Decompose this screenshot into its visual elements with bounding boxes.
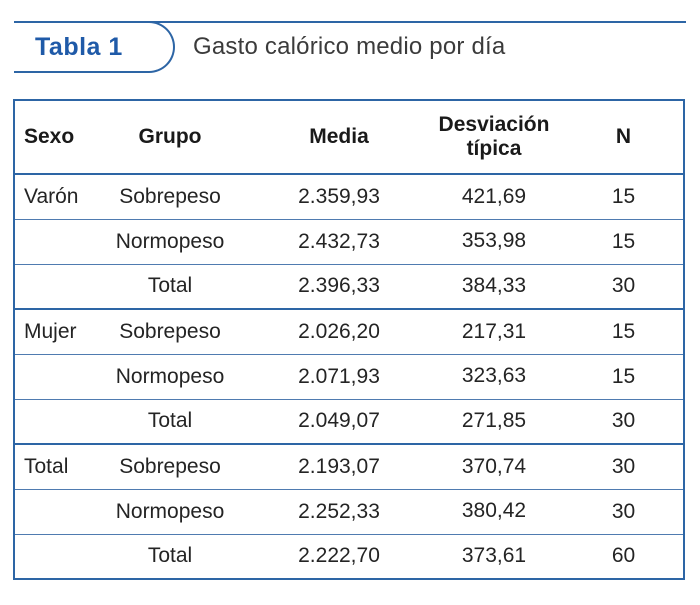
cell-media: 2.396,33 [298,274,380,298]
col-header-n: N [564,100,684,175]
cell-n: 15 [611,229,636,253]
cell-sexo: Mujer [24,319,77,343]
table-title: Gasto calórico medio por día [193,33,506,60]
table-number-label: Tabla 1 [35,32,123,61]
table-number-badge: Tabla 1 [14,21,175,73]
cell-sexo [14,264,86,309]
cell-sexo [14,354,86,399]
cell-sexo: Varón [24,184,79,208]
cell-media: 2.252,33 [298,499,380,523]
col-header-media: Media [254,100,424,175]
cell-desviacion: 373,61 [461,544,527,568]
cell-media: 2.026,20 [298,319,380,343]
cell-n: 30 [611,409,636,433]
cell-grupo: Sobrepeso [119,184,221,208]
cell-desviacion: 370,74 [461,454,527,478]
cell-n: 15 [611,364,636,388]
table-row: Total 2.222,70 373,61 60 [14,534,684,579]
table-row: Varón Sobrepeso 2.359,93 421,69 15 [14,174,684,219]
table-row: Normopeso 2.432,73 353,98 15 [14,219,684,264]
col-header-desviacion: Desviación típica [424,100,564,175]
cell-media: 2.049,07 [298,409,380,433]
cell-grupo: Normopeso [115,364,225,388]
cell-media: 2.071,93 [298,364,380,388]
cell-n: 60 [611,544,636,568]
header-rule [14,21,686,23]
table-row: Total 2.396,33 384,33 30 [14,264,684,309]
table-row: Normopeso 2.252,33 380,42 30 [14,489,684,534]
cell-grupo: Normopeso [115,229,225,253]
cell-n: 30 [611,454,636,478]
col-header-grupo: Grupo [86,100,254,175]
cell-sexo: Total [24,454,69,478]
table-row: Normopeso 2.071,93 323,63 15 [14,354,684,399]
caloric-expenditure-table: Sexo Grupo Media Desviación típica N Var… [13,99,685,580]
cell-grupo: Total [147,409,193,433]
cell-n: 30 [611,274,636,298]
cell-grupo: Total [147,544,193,568]
cell-desviacion: 323,63 [461,364,527,388]
cell-n: 15 [611,184,636,208]
cell-desviacion: 271,85 [461,409,527,433]
cell-media: 2.359,93 [298,184,380,208]
cell-grupo: Sobrepeso [119,454,221,478]
cell-sexo [14,534,86,579]
table-row: Total Sobrepeso 2.193,07 370,74 30 [14,444,684,489]
cell-media: 2.222,70 [298,544,380,568]
table-row: Mujer Sobrepeso 2.026,20 217,31 15 [14,309,684,354]
cell-grupo: Total [147,274,193,298]
header-row: Sexo Grupo Media Desviación típica N [14,100,684,175]
col-header-sexo: Sexo [14,100,86,175]
cell-sexo [14,489,86,534]
cell-media: 2.193,07 [298,454,380,478]
cell-n: 30 [611,499,636,523]
cell-desviacion: 353,98 [461,229,527,253]
cell-n: 15 [611,319,636,343]
cell-sexo [14,399,86,444]
cell-grupo: Sobrepeso [119,319,221,343]
cell-desviacion: 217,31 [461,319,527,343]
cell-media: 2.432,73 [298,229,380,253]
cell-desviacion: 384,33 [461,274,527,298]
cell-grupo: Normopeso [115,499,225,523]
table-row: Total 2.049,07 271,85 30 [14,399,684,444]
cell-sexo [14,219,86,264]
cell-desviacion: 380,42 [461,499,527,523]
cell-desviacion: 421,69 [461,184,527,208]
